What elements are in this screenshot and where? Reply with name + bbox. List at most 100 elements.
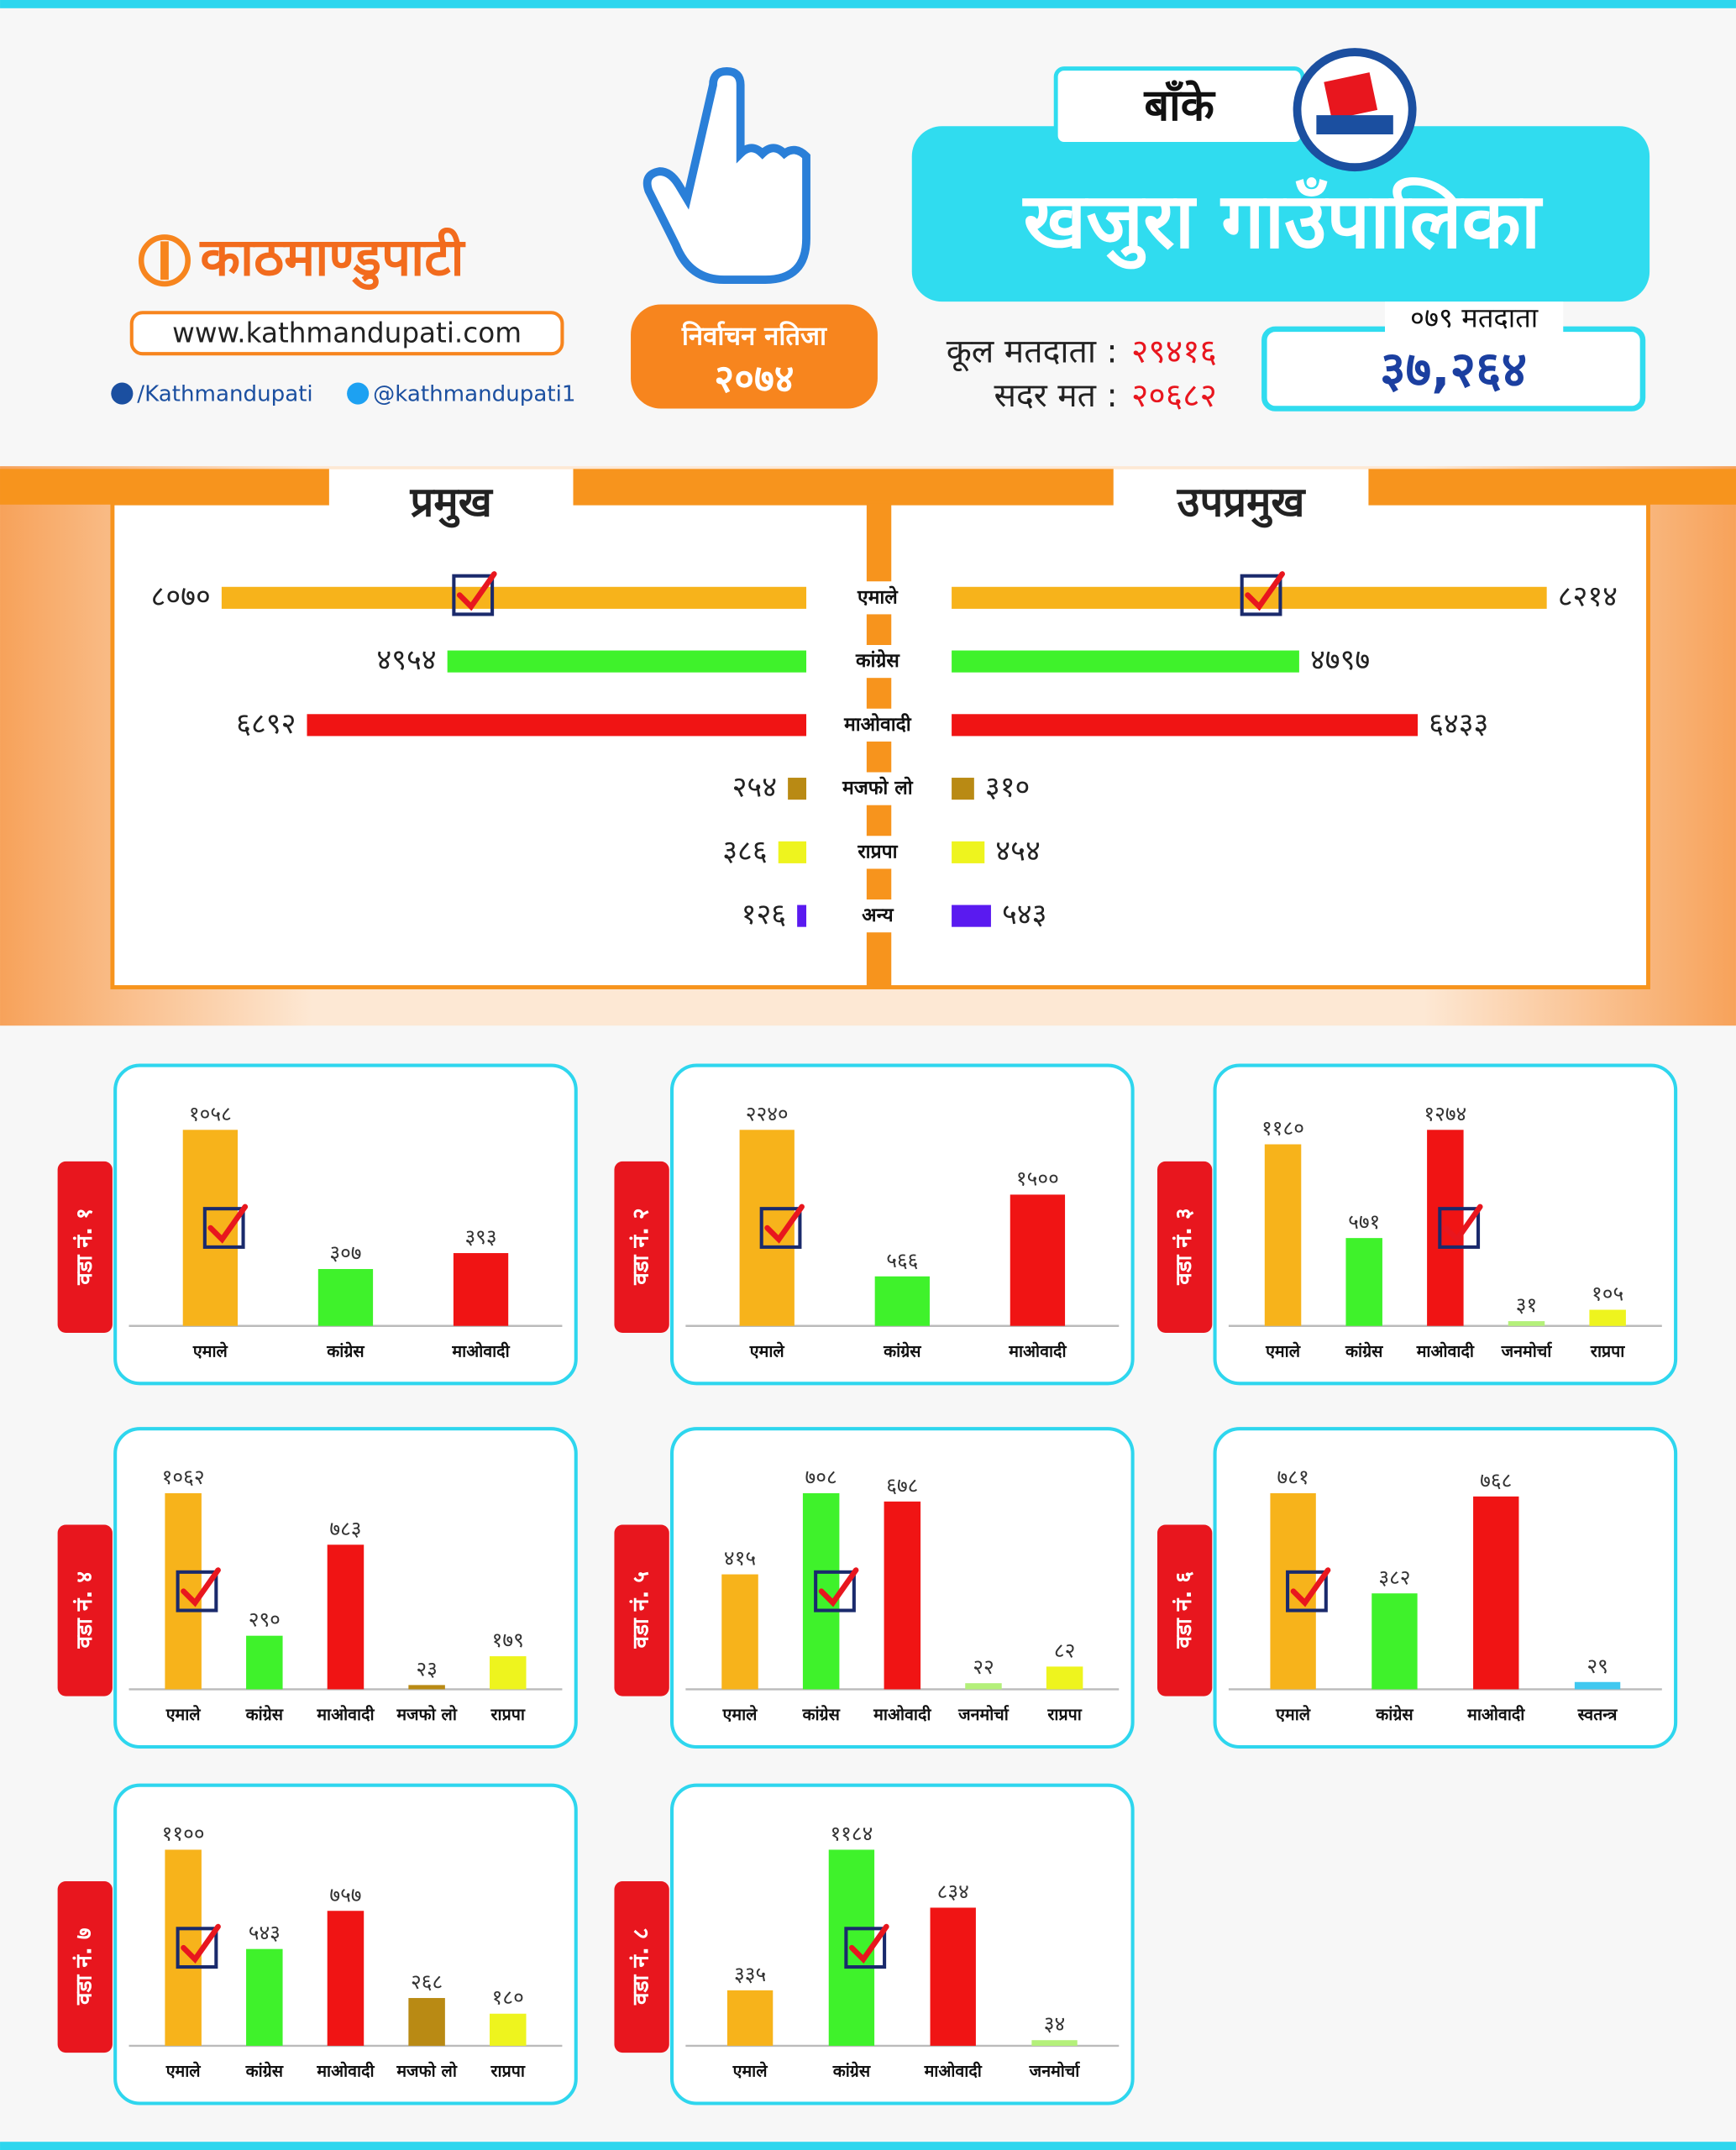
category-label: कांग्रेस	[883, 1341, 921, 1361]
value-label: ३४	[1044, 2011, 1065, 2036]
value-label: ८२१४	[1558, 579, 1618, 613]
logo-icon	[138, 234, 191, 287]
category-label: कांग्रेस	[245, 1705, 284, 1724]
bar	[307, 714, 807, 737]
value-label: ५६६	[886, 1248, 918, 1272]
facebook[interactable]: /Kathmandupati	[137, 382, 312, 407]
category-label: एमाले	[1265, 1341, 1301, 1361]
bar	[1031, 2040, 1078, 2046]
value-label: ५४३	[249, 1921, 281, 1945]
value-label: १०५	[1592, 1282, 1623, 1306]
bar	[1010, 1194, 1066, 1326]
value-label: २२	[973, 1654, 994, 1679]
bar	[408, 1998, 445, 2046]
valid-votes-label: सदर मत :	[994, 377, 1117, 415]
winner-check-box	[1286, 1570, 1328, 1612]
value-label: ४७९७	[1310, 643, 1370, 677]
bar	[965, 1683, 1002, 1690]
value-label: ११८०	[1261, 1116, 1304, 1141]
winner-check	[848, 1923, 889, 1964]
bar	[453, 1253, 509, 1326]
ballot-box	[1316, 115, 1393, 134]
category-label: मजफो लो	[396, 1705, 457, 1724]
category-label: कांग्रेस	[1345, 1341, 1383, 1361]
value-label: १७९	[492, 1628, 524, 1652]
winner-check	[456, 571, 497, 611]
bar	[874, 1276, 930, 1326]
bar	[952, 905, 991, 927]
value-label: १२७४	[1424, 1101, 1466, 1125]
bar	[246, 1635, 283, 1690]
value-label: ७६८	[1480, 1468, 1512, 1492]
voters-079-label: ०७९ मतदाता	[1410, 302, 1539, 333]
category-label: माओवादी	[843, 713, 912, 736]
winner-check	[1442, 1203, 1483, 1244]
category-label: स्वतन्त्र	[1577, 1705, 1618, 1724]
ward-title: वडा नं. २	[629, 1208, 654, 1285]
district: बाँके	[1143, 80, 1215, 131]
ward-tag	[614, 1881, 669, 2053]
value-label: ३८६	[722, 834, 767, 868]
bar	[778, 841, 807, 863]
bar	[246, 1948, 283, 2046]
category-label: मजफो लो	[842, 777, 914, 800]
value-label: ३०७	[329, 1240, 361, 1265]
value-label: १५००	[1016, 1166, 1059, 1190]
bar	[952, 650, 1299, 673]
category-label: एमाले	[749, 1341, 785, 1361]
category-box	[811, 836, 944, 869]
value-label: ४५४	[995, 834, 1040, 868]
bar	[1371, 1593, 1418, 1690]
winner-check-box	[452, 574, 495, 616]
winner-check	[207, 1203, 249, 1244]
ward-title: वडा नं. ४	[72, 1571, 97, 1649]
value-label: २५४	[732, 771, 777, 805]
bar	[490, 2013, 527, 2046]
twitter[interactable]: @kathmandupati1	[373, 382, 575, 407]
category-label: माओवादी	[873, 1705, 931, 1724]
ward-title: वडा नं. ७	[72, 1928, 97, 2006]
category-label: एमाले	[732, 2061, 768, 2080]
ward-title: वडा नं. ५	[629, 1571, 654, 1649]
ward-panel	[1213, 1427, 1678, 1749]
value-label: ६८९२	[236, 707, 296, 741]
bar	[1589, 1309, 1626, 1326]
value-label: २३	[416, 1656, 437, 1681]
winner-check-box	[844, 1927, 887, 1969]
ward-title: वडा नं. ६	[1172, 1571, 1197, 1649]
category-box	[811, 899, 944, 933]
value-label: ७८३	[329, 1516, 361, 1540]
category-box	[811, 581, 944, 615]
bar	[408, 1685, 445, 1690]
winner-check-box	[814, 1570, 856, 1612]
series-header: प्रमुख	[410, 478, 494, 527]
winner-check	[764, 1203, 805, 1244]
category-label: एमाले	[857, 585, 899, 608]
url[interactable]: www.kathmandupati.com	[172, 317, 522, 349]
category-label: राप्रपा	[1046, 1705, 1082, 1724]
category-label: एमाले	[1275, 1705, 1311, 1724]
value-label: ३१०	[985, 771, 1030, 805]
facebook-icon	[111, 382, 134, 405]
value-label: १८०	[492, 1985, 524, 2010]
category-label: माओवादी	[316, 2061, 375, 2080]
value-label: ८०७०	[151, 579, 211, 613]
bar	[930, 1907, 976, 2046]
value-label: ८३४	[937, 1880, 969, 1904]
ward-title: वडा नं. ३	[1172, 1208, 1197, 1285]
winner-check	[1290, 1567, 1331, 1607]
category-label: माओवादी	[924, 2061, 983, 2080]
series-header: उपप्रमुख	[1177, 478, 1307, 527]
value-label: ६७८	[886, 1473, 918, 1497]
bar	[1345, 1238, 1382, 1326]
top-strip	[0, 0, 1736, 8]
value-label: ७५७	[329, 1882, 361, 1906]
value-label: २९०	[249, 1607, 281, 1632]
category-label: माओवादी	[1008, 1341, 1067, 1361]
category-label: जनमोर्चा	[1029, 2061, 1081, 2080]
bar	[952, 714, 1419, 737]
value-label: ३१	[1516, 1293, 1537, 1317]
value-label: ११००	[162, 1821, 205, 1845]
